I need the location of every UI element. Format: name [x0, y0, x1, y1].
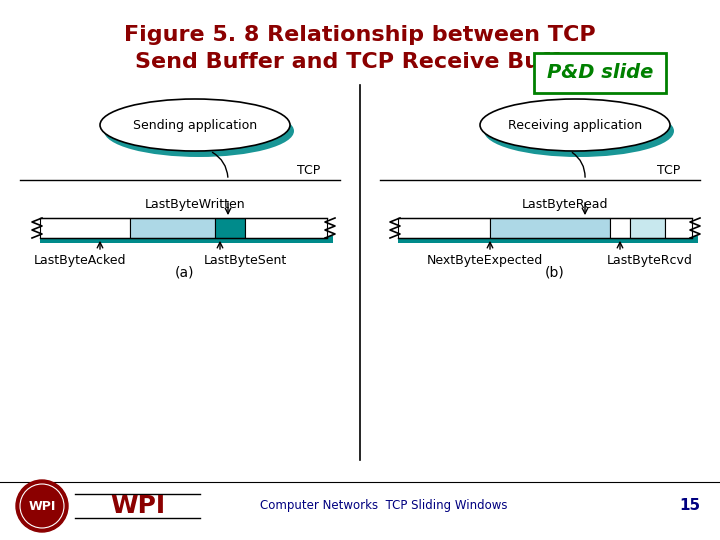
Text: Receiving application: Receiving application	[508, 118, 642, 132]
Bar	[245, 218, 327, 238]
Bar	[40, 236, 333, 243]
Ellipse shape	[484, 105, 674, 157]
Bar	[630, 218, 665, 238]
Text: Computer Networks  TCP Sliding Windows: Computer Networks TCP Sliding Windows	[260, 500, 508, 512]
Ellipse shape	[100, 99, 290, 151]
FancyBboxPatch shape	[534, 53, 666, 93]
Text: LastByteSent: LastByteSent	[203, 254, 287, 267]
Ellipse shape	[104, 105, 294, 157]
Bar	[130, 218, 215, 238]
Text: NextByteExpected: NextByteExpected	[427, 254, 543, 267]
Bar	[490, 218, 610, 238]
Text: 15: 15	[679, 498, 700, 514]
Bar	[398, 236, 698, 243]
Text: LastByteWritten: LastByteWritten	[145, 198, 246, 211]
Bar	[610, 218, 630, 238]
Bar	[215, 218, 245, 238]
Text: TCP: TCP	[657, 164, 680, 177]
Text: LastByteRcvd: LastByteRcvd	[607, 254, 693, 267]
Text: WPI: WPI	[28, 500, 55, 512]
Circle shape	[16, 480, 68, 532]
Text: LastByteAcked: LastByteAcked	[34, 254, 126, 267]
Text: WPI: WPI	[110, 494, 166, 518]
Bar	[40, 218, 130, 238]
Text: Sending application: Sending application	[133, 118, 257, 132]
Text: P&D slide: P&D slide	[546, 64, 653, 83]
Text: LastByteRead: LastByteRead	[522, 198, 608, 211]
Bar	[398, 218, 490, 238]
Text: (b): (b)	[545, 265, 565, 279]
Text: Figure 5. 8 Relationship between TCP: Figure 5. 8 Relationship between TCP	[124, 25, 596, 45]
Bar	[665, 218, 692, 238]
Ellipse shape	[480, 99, 670, 151]
Text: TCP: TCP	[297, 164, 320, 177]
Text: Send Buffer and TCP Receive Buffer: Send Buffer and TCP Receive Buffer	[135, 52, 585, 72]
Text: (a): (a)	[175, 265, 194, 279]
